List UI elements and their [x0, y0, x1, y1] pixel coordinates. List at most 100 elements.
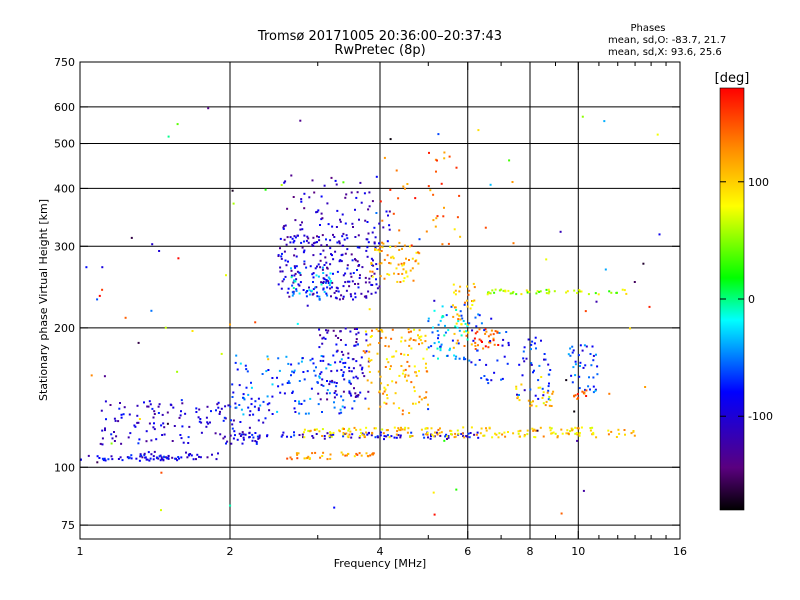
data-point: [234, 434, 236, 437]
data-point: [396, 280, 399, 283]
data-point: [418, 401, 421, 404]
data-point: [331, 281, 334, 284]
data-point: [325, 244, 328, 247]
data-point: [493, 291, 496, 294]
data-point: [223, 416, 226, 419]
data-point: [113, 440, 116, 442]
data-point: [281, 270, 284, 273]
data-point: [283, 250, 286, 253]
data-point: [418, 337, 421, 340]
data-point: [389, 368, 391, 370]
data-point: [467, 331, 470, 334]
data-point: [306, 304, 309, 307]
data-point: [110, 455, 113, 458]
data-point: [383, 438, 385, 441]
data-point: [397, 197, 400, 200]
data-point: [452, 346, 455, 349]
data-point: [332, 354, 335, 357]
data-point: [548, 395, 551, 398]
data-point: [463, 436, 466, 439]
data-point: [373, 427, 376, 430]
data-point: [406, 275, 409, 278]
data-point: [576, 427, 579, 430]
data-point: [540, 339, 542, 342]
data-point: [321, 411, 323, 413]
data-point: [359, 181, 362, 184]
data-point: [576, 398, 579, 400]
data-point: [477, 313, 480, 316]
data-point: [487, 335, 490, 338]
data-point: [327, 363, 330, 366]
data-point: [547, 398, 550, 401]
data-point: [453, 436, 456, 439]
data-point: [574, 432, 577, 435]
data-point: [360, 431, 363, 434]
data-point: [344, 281, 347, 284]
data-point: [365, 452, 368, 455]
data-point: [437, 334, 440, 337]
data-point: [360, 454, 363, 457]
data-point: [390, 435, 393, 438]
data-point: [440, 343, 443, 346]
data-point: [311, 273, 314, 276]
data-point: [476, 330, 479, 333]
data-point: [356, 269, 358, 271]
data-point: [379, 405, 382, 408]
data-point: [406, 183, 409, 185]
data-point: [292, 281, 295, 284]
data-point: [327, 223, 330, 226]
data-point: [386, 434, 389, 437]
data-point: [497, 436, 500, 439]
data-point: [365, 249, 368, 252]
data-point: [290, 276, 293, 279]
data-point: [415, 374, 418, 377]
data-point: [577, 427, 580, 430]
data-point: [519, 435, 521, 438]
data-point: [340, 260, 343, 263]
data-point: [311, 435, 314, 437]
data-point: [391, 355, 394, 358]
data-point: [378, 250, 381, 253]
data-point: [501, 344, 504, 347]
data-point: [540, 376, 543, 378]
data-point: [461, 432, 464, 435]
data-point: [460, 314, 463, 317]
data-point: [271, 383, 274, 386]
data-point: [265, 370, 268, 373]
data-point: [157, 457, 160, 460]
data-point: [291, 284, 294, 287]
data-point: [388, 273, 391, 276]
data-point: [235, 406, 238, 409]
data-point: [191, 330, 194, 332]
data-point: [96, 461, 99, 464]
data-point: [246, 370, 249, 373]
data-point: [388, 228, 391, 231]
data-point: [576, 292, 579, 294]
data-point: [305, 239, 308, 242]
data-point: [330, 435, 333, 438]
x-tick-label: 1: [77, 545, 84, 558]
data-point: [150, 309, 153, 312]
data-point: [346, 237, 349, 240]
data-point: [427, 436, 429, 439]
data-point: [410, 347, 413, 350]
data-point: [363, 434, 366, 437]
data-point: [309, 265, 312, 268]
data-point: [595, 353, 597, 356]
data-point: [321, 428, 324, 431]
data-point: [566, 429, 569, 432]
data-point: [565, 379, 568, 382]
data-point: [171, 440, 174, 442]
data-point: [331, 225, 334, 228]
data-point: [574, 360, 577, 363]
data-point: [440, 182, 443, 185]
data-point: [352, 272, 355, 274]
data-point: [367, 290, 370, 293]
data-point: [375, 328, 378, 331]
data-point: [283, 181, 286, 184]
data-point: [341, 213, 344, 216]
data-point: [412, 402, 414, 405]
data-point: [589, 353, 592, 355]
data-point: [375, 175, 378, 178]
